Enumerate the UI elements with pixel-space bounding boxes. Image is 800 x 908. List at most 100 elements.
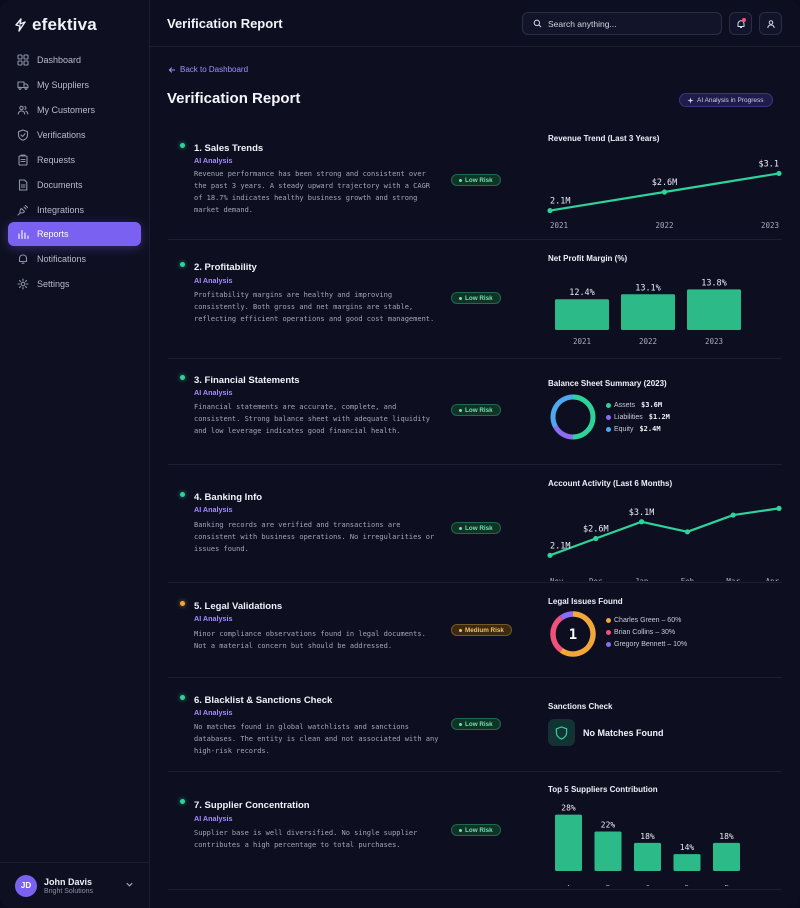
data-label: 2.1M (550, 541, 570, 551)
risk-badge: Low Risk (451, 404, 501, 416)
sidebar-item-my-suppliers[interactable]: My Suppliers (8, 72, 141, 97)
section-subtitle: AI Analysis (194, 388, 233, 397)
logo-icon (15, 18, 26, 32)
legend-swatch (606, 630, 611, 635)
sidebar-item-label: Dashboard (37, 54, 82, 65)
section-banking-info: 4. Banking Info AI Analysis Banking reco… (168, 465, 782, 583)
data-point (593, 535, 599, 542)
x-tick-label: Feb (681, 577, 695, 581)
account-activity-chart: 2.1M $2.6M $3.1M Nov Dec Jan Feb Mar Apr (547, 505, 782, 581)
bar (713, 842, 740, 871)
sidebar-item-documents[interactable]: Documents (8, 172, 141, 197)
section-subtitle: AI Analysis (194, 156, 233, 165)
sidebar: efektiva Dashboard My Suppliers My Custome… (0, 0, 150, 908)
legend-label: Charles Green – 60% (614, 617, 682, 624)
sidebar-item-dashboard[interactable]: Dashboard (8, 47, 141, 72)
bar (634, 842, 661, 871)
legend-swatch (606, 414, 611, 420)
data-label: 22% (601, 821, 616, 830)
legend-swatch (606, 402, 611, 408)
bar (673, 854, 701, 871)
data-point (547, 552, 553, 558)
x-tick-label: A (566, 884, 571, 886)
sidebar-item-integrations[interactable]: Integrations (8, 197, 141, 222)
x-tick-label: 2021 (573, 337, 591, 346)
chevron-down-icon[interactable] (125, 880, 134, 889)
risk-label: Low Risk (465, 294, 493, 302)
users-icon (17, 104, 29, 116)
x-tick-label: D (685, 884, 690, 886)
donut-segment (559, 611, 574, 621)
brand-logo[interactable]: efektiva (14, 14, 97, 36)
top-bar: Verification Report Search anything... (150, 0, 800, 47)
series-line (549, 507, 780, 557)
revenue-trend-chart: 2.1M $2.6M $3.1 2021 2022 2023 (547, 159, 782, 230)
gear-icon (17, 277, 29, 290)
user-menu[interactable]: JD John Davis Bright Solutions (0, 862, 150, 908)
data-label: $3.1M (629, 508, 655, 518)
sidebar-item-verifications[interactable]: Verifications (8, 122, 141, 147)
donut-segment (553, 425, 574, 440)
status-badge: AI Analysis in Progress (679, 93, 774, 107)
sidebar-item-label: Reports (37, 229, 69, 239)
x-tick-label: E (724, 884, 729, 886)
risk-dot (459, 828, 462, 832)
bar (555, 299, 609, 330)
search-input[interactable]: Search anything... (522, 12, 722, 35)
risk-badge: Low Risk (451, 824, 501, 836)
sidebar-item-requests[interactable]: Requests (8, 147, 141, 172)
x-tick-label: Mar (726, 577, 740, 581)
data-label: $2.6M (652, 178, 678, 188)
legend-swatch (606, 426, 611, 432)
sidebar-item-label: Requests (37, 154, 76, 165)
sidebar-item-reports[interactable]: Reports (8, 222, 141, 246)
section-title: 7. Supplier Concentration (194, 800, 310, 811)
sidebar-item-label: Settings (37, 278, 70, 289)
section-title: 1. Sales Trends (194, 143, 264, 154)
profile-button[interactable] (759, 12, 782, 35)
back-link-label: Back to Dashboard (180, 65, 249, 74)
sidebar-item-settings[interactable]: Settings (8, 271, 141, 296)
data-point (776, 170, 782, 177)
sanctions-result: No Matches Found (583, 728, 664, 738)
status-dot (180, 601, 185, 606)
avatar: JD (15, 874, 37, 897)
status-dot (180, 143, 185, 148)
data-label: 28% (561, 804, 576, 813)
chart-title: Net Profit Margin (%) (548, 254, 628, 263)
legend-item: Equity $2.4M (606, 425, 661, 433)
legend-label: Brian Collins – 30% (614, 629, 676, 636)
risk-label: Low Risk (465, 406, 493, 414)
legend-label: Assets (614, 401, 636, 409)
back-link[interactable]: Back to Dashboard (168, 65, 248, 74)
bar-chart-icon (17, 228, 29, 240)
shield-check-icon (17, 128, 29, 141)
data-label: 13.1% (635, 283, 661, 293)
x-tick-label: Nov (550, 577, 564, 581)
section-description: Banking records are verified and transac… (194, 521, 435, 553)
status-dot (180, 262, 185, 267)
sidebar-item-notifications[interactable]: Notifications (8, 246, 141, 271)
section-description: No matches found in global watchlists an… (194, 723, 439, 755)
legend-value: $3.6M (641, 401, 663, 409)
search-placeholder: Search anything... (548, 18, 617, 29)
section-sales-trends: 1. Sales Trends AI Analysis Revenue perf… (168, 125, 782, 240)
section-description: Revenue performance has been strong and … (194, 170, 431, 214)
section-title: 4. Banking Info (194, 492, 263, 503)
x-tick-label: 2022 (655, 221, 673, 230)
risk-badge: Low Risk (451, 292, 501, 304)
document-icon (17, 178, 29, 191)
shield-badge (548, 719, 575, 746)
plug-icon (17, 204, 29, 216)
bell-icon (17, 253, 29, 265)
data-label: 2.1M (550, 197, 570, 207)
x-tick-label: C (645, 884, 650, 886)
data-point (730, 512, 736, 518)
user-name: John Davis (44, 876, 93, 887)
risk-dot (459, 178, 462, 182)
sidebar-item-my-customers[interactable]: My Customers (8, 97, 141, 122)
status-dot (180, 492, 185, 497)
chart-title: Account Activity (Last 6 Months) (548, 479, 673, 488)
notifications-button[interactable] (729, 12, 752, 35)
data-point (639, 519, 645, 525)
